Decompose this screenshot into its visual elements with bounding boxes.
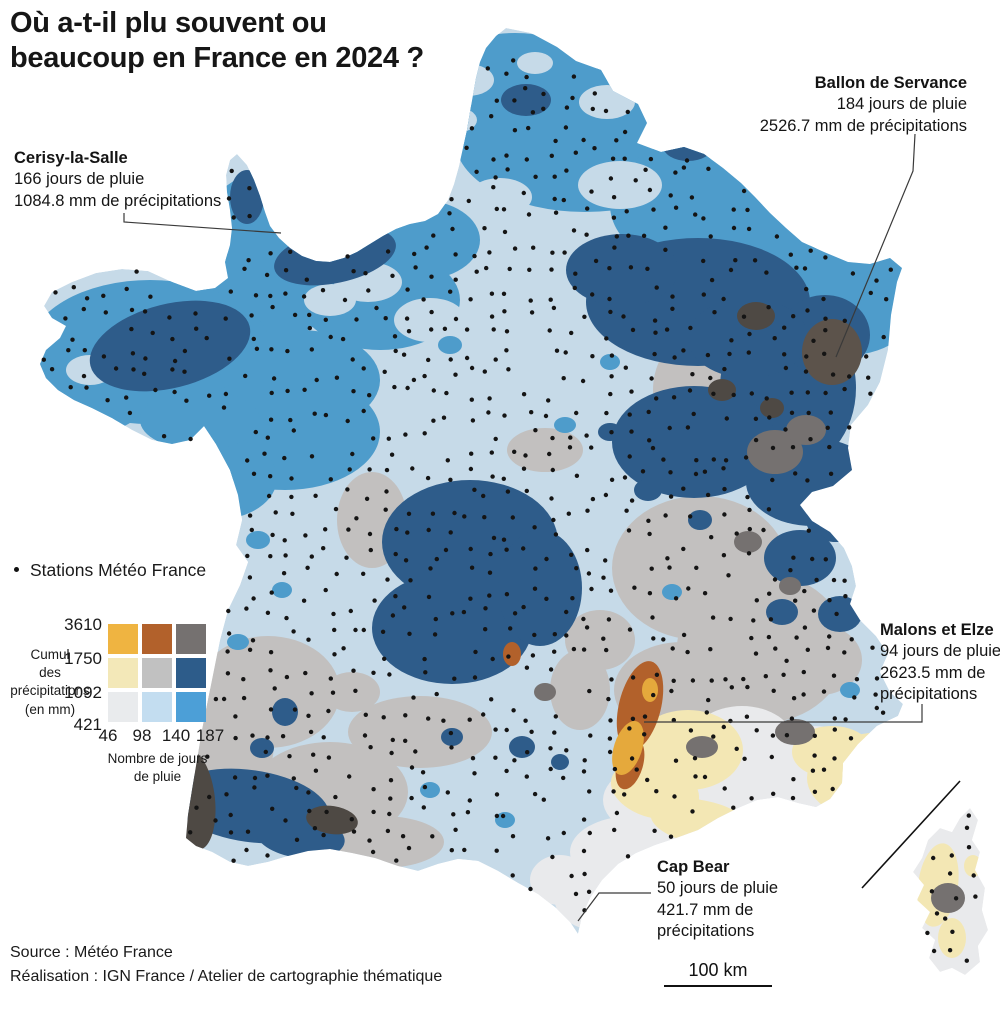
- leader-malons: [644, 704, 923, 723]
- annotation-station-name: Cerisy-la-Salle: [14, 149, 128, 167]
- legend-ytick-1750: 1750: [64, 649, 102, 668]
- bivariate-legend: 3610 1750 1092 421 46 98 140 187 Cumul d…: [0, 610, 260, 800]
- leader-capbear: [577, 892, 651, 922]
- source-line: Source : Météo France: [10, 944, 173, 961]
- stations-legend-label: Stations Météo France: [30, 560, 207, 580]
- station-dot-icon: [14, 567, 19, 573]
- legend-ytick-1092: 1092: [64, 683, 102, 702]
- legend-swatch-r1c1: [142, 658, 172, 688]
- source-credit: Source : Météo France Réalisation : IGN …: [10, 941, 442, 989]
- legend-ytick-3610: 3610: [64, 615, 102, 634]
- page-title-line2: beaucoup en France en 2024 ?: [10, 41, 424, 74]
- annotation-malons-et-elze: Malons et Elze 94 jours de pluie 2623.5 …: [880, 620, 1000, 706]
- annotation-mm: 421.7 mm de: [657, 900, 754, 919]
- annotation-mm2: précipitations: [880, 685, 978, 704]
- legend-xtick-140: 140: [161, 726, 191, 745]
- annotation-mm: 2526.7 mm de précipitations: [759, 116, 967, 135]
- stations-legend: Stations Météo France: [14, 560, 206, 581]
- scale-bar-label: 100 km: [688, 960, 748, 980]
- scale-bar-line: [664, 985, 772, 987]
- annotation-station-name: Malons et Elze: [880, 621, 994, 639]
- annotation-mm2: précipitations: [657, 922, 755, 941]
- legend-swatch-r0c0: [108, 624, 138, 654]
- annotation-days: 184 jours de pluie: [836, 95, 967, 114]
- legend-swatch-r0c2: [176, 624, 206, 654]
- legend-swatch-r1c0: [108, 658, 138, 688]
- legend-yaxis-title: Cumul des précipitations (en mm): [10, 647, 90, 717]
- annotation-days: 94 jours de pluie: [880, 642, 1000, 661]
- corsica-regions: [913, 808, 988, 975]
- scale-bar: 100 km: [664, 960, 772, 987]
- annotation-station-name: Ballon de Servance: [814, 74, 967, 92]
- legend-swatch-r0c1: [142, 624, 172, 654]
- annotation-cerisy-la-salle: Cerisy-la-Salle 166 jours de pluie 1084.…: [14, 148, 221, 212]
- legend-xtick-187: 187: [195, 726, 225, 745]
- legend-swatch-r1c2: [176, 658, 206, 688]
- page-title-line1: Où a-t-il plu souvent ou: [10, 7, 327, 39]
- annotation-cap-bear: Cap Bear 50 jours de pluie 421.7 mm de p…: [657, 857, 817, 943]
- legend-swatch-r2c0: [108, 692, 138, 722]
- legend-xtick-98: 98: [132, 726, 152, 745]
- page-title: Où a-t-il plu souvent ou beaucoup en Fra…: [10, 6, 424, 76]
- annotation-mm: 2623.5 mm de: [880, 663, 986, 682]
- leader-cerisy: [123, 213, 282, 234]
- realisation-line: Réalisation : IGN France / Atelier de ca…: [10, 968, 443, 985]
- station-dots: [41, 58, 978, 963]
- legend-swatch-r2c1: [142, 692, 172, 722]
- legend-ytick-421: 421: [73, 715, 102, 734]
- annotation-mm: 1084.8 mm de précipitations: [14, 191, 222, 210]
- corsica-divider-line: [861, 780, 961, 889]
- annotation-days: 166 jours de pluie: [14, 170, 145, 189]
- legend-xaxis-title: Nombre de jours de pluie: [107, 751, 208, 784]
- legend-swatch-r2c2: [176, 692, 206, 722]
- annotation-station-name: Cap Bear: [657, 858, 730, 876]
- annotation-days: 50 jours de pluie: [657, 879, 779, 898]
- leader-ballon: [835, 133, 916, 358]
- annotation-ballon-de-servance: Ballon de Servance 184 jours de pluie 25…: [760, 73, 967, 137]
- legend-color-matrix: [108, 624, 206, 722]
- legend-xtick-46: 46: [98, 726, 118, 745]
